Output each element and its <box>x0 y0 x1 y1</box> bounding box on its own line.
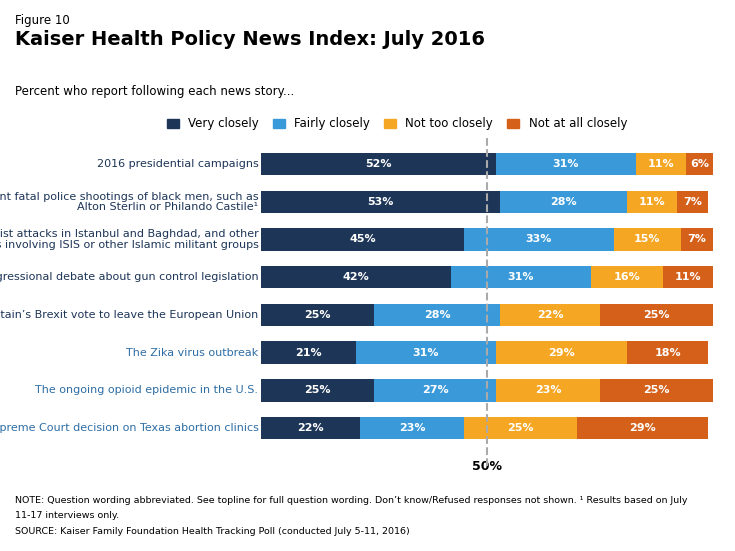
Text: KAISER: KAISER <box>646 500 703 515</box>
Text: 11%: 11% <box>675 272 701 282</box>
Text: 29%: 29% <box>548 348 575 358</box>
Text: 25%: 25% <box>643 310 670 320</box>
Text: 33%: 33% <box>526 235 552 245</box>
Text: Percent who report following each news story...: Percent who report following each news s… <box>15 85 294 99</box>
Text: Britain’s Brexit vote to leave the European Union: Britain’s Brexit vote to leave the Europ… <box>0 310 259 320</box>
Text: THE HENRY J.: THE HENRY J. <box>651 491 698 496</box>
Text: 18%: 18% <box>654 348 681 358</box>
Text: 25%: 25% <box>643 385 670 395</box>
Text: Congressional debate about gun control legislation: Congressional debate about gun control l… <box>0 272 259 282</box>
Text: 16%: 16% <box>614 272 640 282</box>
Text: FAMILY: FAMILY <box>648 515 701 528</box>
Text: SOURCE: Kaiser Family Foundation Health Tracking Poll (conducted July 5-11, 2016: SOURCE: Kaiser Family Foundation Health … <box>15 527 409 536</box>
Bar <box>496 341 627 364</box>
Text: 15%: 15% <box>634 235 661 245</box>
Bar <box>496 153 636 175</box>
Text: 28%: 28% <box>551 197 577 207</box>
Text: 31%: 31% <box>508 272 534 282</box>
Bar <box>600 379 713 402</box>
Text: 11-17 interviews only.: 11-17 interviews only. <box>15 511 119 520</box>
Text: 7%: 7% <box>688 235 706 245</box>
Bar <box>501 191 627 213</box>
Text: 21%: 21% <box>295 348 322 358</box>
Bar <box>465 417 577 439</box>
Text: 42%: 42% <box>343 272 369 282</box>
Legend: Very closely, Fairly closely, Not too closely, Not at all closely: Very closely, Fairly closely, Not too cl… <box>167 117 627 131</box>
Bar <box>614 228 681 251</box>
Bar <box>627 341 709 364</box>
Bar <box>686 153 713 175</box>
Bar <box>451 266 591 289</box>
Bar <box>577 417 709 439</box>
Text: 25%: 25% <box>304 310 331 320</box>
Bar <box>496 379 600 402</box>
Bar <box>261 304 374 326</box>
Bar <box>261 266 451 289</box>
Bar <box>261 228 465 251</box>
Bar <box>261 417 360 439</box>
Text: 2016 presidential campaigns: 2016 presidential campaigns <box>96 159 259 169</box>
Bar <box>501 304 600 326</box>
Text: 25%: 25% <box>508 423 534 433</box>
Bar <box>261 379 374 402</box>
Text: The Zika virus outbreak: The Zika virus outbreak <box>126 348 259 358</box>
Bar <box>465 228 614 251</box>
Bar <box>374 304 501 326</box>
Text: 6%: 6% <box>690 159 709 169</box>
Text: 50%: 50% <box>472 460 502 473</box>
Bar <box>261 153 496 175</box>
Text: The recent fatal police shootings of black men, such as: The recent fatal police shootings of bla… <box>0 192 259 202</box>
Text: FOUNDATION: FOUNDATION <box>651 532 698 537</box>
Text: 11%: 11% <box>648 159 674 169</box>
Text: NOTE: Question wording abbreviated. See topline for full question wording. Don’t: NOTE: Question wording abbreviated. See … <box>15 496 687 505</box>
Text: 53%: 53% <box>368 197 394 207</box>
Text: 22%: 22% <box>298 423 324 433</box>
Bar <box>360 417 465 439</box>
Bar <box>600 304 713 326</box>
Text: 52%: 52% <box>365 159 392 169</box>
Bar <box>591 266 663 289</box>
Bar <box>663 266 713 289</box>
Bar <box>627 191 677 213</box>
Bar <box>261 191 501 213</box>
Text: Terrorist attacks in Istanbul and Baghdad, and other: Terrorist attacks in Istanbul and Baghda… <box>0 229 259 239</box>
Text: Alton Sterlin or Philando Castile¹: Alton Sterlin or Philando Castile¹ <box>77 202 259 212</box>
Bar <box>636 153 686 175</box>
Text: 11%: 11% <box>639 197 665 207</box>
Text: 25%: 25% <box>304 385 331 395</box>
Text: 23%: 23% <box>399 423 426 433</box>
Text: 22%: 22% <box>537 310 564 320</box>
Text: 31%: 31% <box>412 348 440 358</box>
Text: The ongoing opioid epidemic in the U.S.: The ongoing opioid epidemic in the U.S. <box>35 385 259 395</box>
Text: 45%: 45% <box>349 235 376 245</box>
Text: 7%: 7% <box>683 197 702 207</box>
Bar <box>681 228 713 251</box>
Text: Figure 10: Figure 10 <box>15 14 69 27</box>
Text: conflicts involving ISIS or other Islamic militant groups: conflicts involving ISIS or other Islami… <box>0 240 259 250</box>
Text: Kaiser Health Policy News Index: July 2016: Kaiser Health Policy News Index: July 20… <box>15 30 484 49</box>
Text: 27%: 27% <box>422 385 448 395</box>
Text: The Supreme Court decision on Texas abortion clinics: The Supreme Court decision on Texas abor… <box>0 423 259 433</box>
Bar <box>677 191 709 213</box>
Bar <box>356 341 496 364</box>
Text: 28%: 28% <box>424 310 451 320</box>
Text: 23%: 23% <box>534 385 562 395</box>
Text: 31%: 31% <box>553 159 579 169</box>
Bar <box>374 379 496 402</box>
Bar <box>261 341 356 364</box>
Text: 29%: 29% <box>629 423 656 433</box>
